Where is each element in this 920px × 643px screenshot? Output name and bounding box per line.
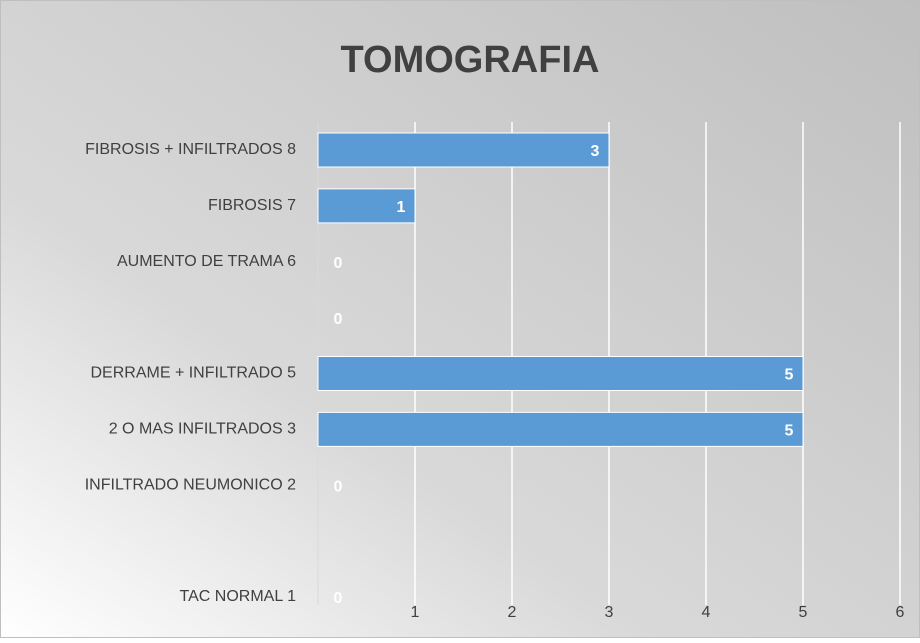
- y-tick-label: INFILTRADO NEUMONICO 2: [85, 476, 296, 493]
- value-label: 1: [397, 199, 406, 216]
- value-label: 5: [785, 367, 794, 384]
- x-tick-label: 1: [411, 604, 420, 621]
- x-tick-label: 4: [702, 604, 711, 621]
- y-tick-label: 2 O MAS INFILTRADOS 3: [109, 421, 296, 438]
- y-tick-label: FIBROSIS 7: [208, 197, 296, 214]
- value-label: 5: [785, 423, 794, 440]
- value-label: 0: [334, 255, 343, 272]
- x-tick-label: 2: [508, 604, 517, 621]
- value-label: 0: [334, 478, 343, 495]
- bar: [317, 411, 804, 447]
- value-label: 0: [334, 590, 343, 607]
- y-tick-label: DERRAME + INFILTRADO 5: [90, 365, 296, 382]
- x-tick-label: 3: [605, 604, 614, 621]
- bar: [317, 188, 416, 224]
- x-tick-label: 6: [896, 604, 905, 621]
- y-tick-label: TAC NORMAL 1: [180, 588, 297, 605]
- value-label: 3: [591, 143, 600, 160]
- bar: [317, 132, 610, 168]
- chart-title: TOMOGRAFIA: [341, 39, 600, 81]
- x-tick-label: 5: [799, 604, 808, 621]
- y-tick-label: AUMENTO DE TRAMA 6: [117, 253, 296, 270]
- value-label: 0: [334, 311, 343, 328]
- y-tick-label: FIBROSIS + INFILTRADOS 8: [85, 141, 296, 158]
- bar: [317, 356, 804, 391]
